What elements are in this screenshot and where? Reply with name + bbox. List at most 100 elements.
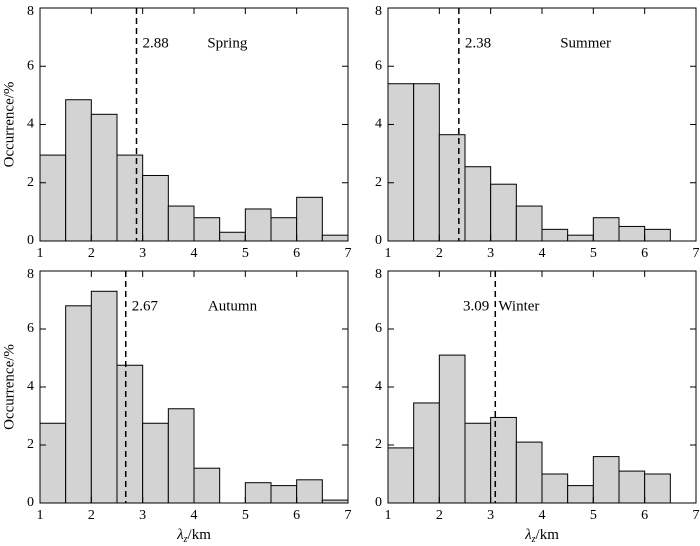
y-tick-label: 0 [375,233,382,248]
median-label: 2.67 [132,298,159,314]
x-tick-label: 1 [37,246,44,261]
x-tick-label: 3 [139,508,146,523]
panel: 1 2 3 4 5 6 7 0 2 4 6 8 2.67 Autumn Occurrence/% λz/km [1,267,351,545]
bar [592,456,620,504]
x-tick-label: 2 [436,246,443,261]
y-tick-label: 6 [375,58,382,73]
y-tick-label: 0 [27,233,34,248]
bar [296,479,323,504]
y-tick-label: 0 [375,495,382,510]
median-label: 3.09 [463,298,489,314]
bar [515,441,543,504]
bar [541,228,569,242]
bar [618,470,646,504]
bar [567,485,594,504]
panel: 1 2 3 4 5 6 7 0 2 4 6 8 2.38 Summer [375,4,700,261]
median-label: 2.38 [465,35,491,51]
y-tick-label: 4 [27,117,34,132]
bar [618,225,646,242]
y-tick-label: 0 [27,495,34,510]
bar [90,113,118,242]
bar [142,174,169,242]
bar [193,217,221,242]
x-tick-label: 4 [539,508,546,523]
x-tick-label: 1 [385,246,392,261]
y-tick-label: 4 [375,379,382,394]
panel-title: Spring [207,35,248,51]
x-axis-label: λz/km [524,527,559,545]
bar [270,217,298,242]
y-tick-label: 8 [27,4,34,19]
x-tick-label: 2 [88,508,95,523]
x-tick-label: 5 [242,246,249,261]
bar [413,83,440,242]
bar [464,422,492,504]
x-axis-label-part: λ [524,527,532,543]
bar [438,134,466,242]
y-tick-label: 2 [375,175,382,190]
panel-title: Summer [560,35,611,51]
bar [244,482,272,504]
panel-title: Autumn [208,298,258,314]
median-label: 2.88 [143,35,169,51]
x-axis-label-part: λ [176,527,184,543]
bar [644,473,671,504]
bar [244,208,272,242]
y-tick-label: 4 [375,117,382,132]
bar [464,166,492,242]
y-tick-label: 2 [27,175,34,190]
y-tick-label: 2 [27,437,34,452]
x-tick-label: 7 [345,508,352,523]
x-axis-label: λz/km [176,527,211,545]
x-tick-label: 7 [693,246,700,261]
panel-title: Winter [498,298,539,314]
y-tick-label: 4 [27,379,34,394]
bar [116,154,144,242]
x-axis-label-part: z [183,534,188,545]
bar [490,416,517,504]
bar [515,205,543,242]
x-tick-label: 3 [139,246,146,261]
bar [193,467,221,504]
x-tick-label: 2 [436,508,443,523]
x-tick-label: 2 [88,246,95,261]
x-tick-label: 3 [487,508,494,523]
x-axis-label-part: z [531,534,536,545]
x-tick-label: 7 [345,246,352,261]
x-tick-label: 5 [590,508,597,523]
bar [490,183,517,242]
bar [39,154,67,242]
x-tick-label: 6 [293,508,300,523]
panel: 1 2 3 4 5 6 7 0 2 4 6 8 2.88 Spring Occurrence/% [1,4,351,261]
x-tick-label: 1 [385,508,392,523]
bar [541,473,569,504]
y-tick-label: 6 [375,321,382,336]
bar [219,231,246,242]
bar [296,196,323,242]
x-tick-label: 5 [242,508,249,523]
y-axis-label: Occurrence/% [1,344,17,430]
x-tick-label: 4 [539,246,546,261]
x-tick-label: 3 [487,246,494,261]
x-tick-label: 4 [191,508,198,523]
x-tick-label: 5 [590,246,597,261]
bar [142,422,169,504]
x-axis-label-part: /km [536,527,560,543]
bar [167,205,195,242]
panel: 1 2 3 4 5 6 7 0 2 4 6 8 3.09 Winter λz/km [375,267,700,545]
bar [567,234,594,242]
y-tick-label: 8 [375,4,382,19]
x-tick-label: 6 [641,246,648,261]
y-tick-label: 8 [27,267,34,282]
bar [321,234,349,242]
x-tick-label: 4 [191,246,198,261]
bar [65,99,92,242]
bar [90,290,118,504]
x-axis-label-part: /km [188,527,212,543]
x-tick-label: 6 [641,508,648,523]
y-tick-label: 8 [375,267,382,282]
bar [387,83,415,242]
bar [116,364,144,504]
bar [39,422,67,504]
